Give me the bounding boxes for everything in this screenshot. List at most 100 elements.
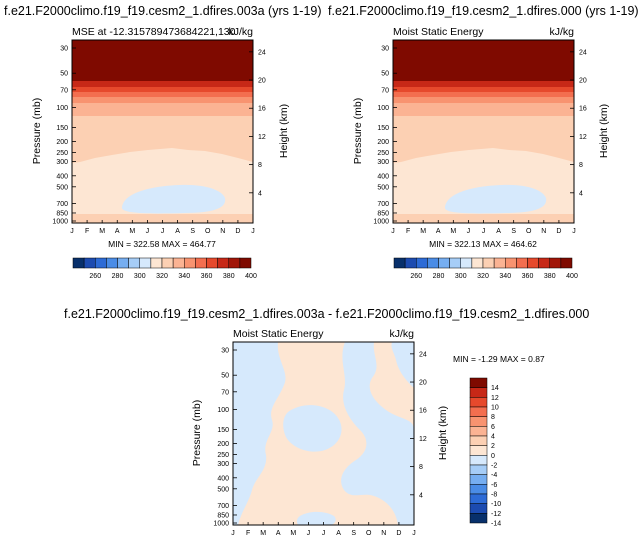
panel-b-field (393, 40, 574, 223)
panel-c-pressure-label: 400 (217, 475, 229, 482)
panel-a-colorbar-label: 400 (245, 273, 257, 280)
panel-a-pressure-label: 850 (56, 210, 68, 217)
panel-b-colorbar-swatch (505, 257, 517, 269)
panel-a-pressure-label: 300 (56, 159, 68, 166)
band-7 (72, 86, 253, 92)
panel-c-colorbar-swatch (469, 484, 488, 495)
low-mse-blob (121, 184, 226, 214)
panel-c-colorbar-label: 14 (491, 385, 499, 392)
panel-a-colorbar-swatch (139, 257, 152, 269)
panel-a-colorbar-swatch (72, 257, 85, 269)
panel-c-pressure-label: 30 (221, 348, 229, 355)
panel-c-pressure-label: 70 (221, 389, 229, 396)
panel-c-colorbar-label: -8 (491, 492, 497, 499)
panel-a-pressure-label: 30 (60, 46, 68, 53)
panel-a-pressure-label: 150 (56, 125, 68, 132)
band-mid-light (72, 115, 253, 163)
panel-a-ylabel-right: Height (km) (278, 104, 290, 158)
panel-c-pressure-label: 1000 (213, 521, 229, 528)
panel-b-colorbar-swatch (449, 257, 461, 269)
panel-c-subtitle-right: kJ/kg (389, 328, 414, 340)
panel-b-month-label: A (436, 228, 441, 235)
panel-c-colorbar-swatch (469, 397, 488, 408)
panel-b-pressure-label: 700 (377, 201, 389, 208)
panel-b-pressure-label: 250 (377, 150, 389, 157)
panel-b-height-label: 20 (579, 78, 587, 85)
panel-a-field (72, 40, 253, 223)
panel-b-colorbar-label: 320 (477, 273, 489, 280)
panel-b-colorbar-swatch (493, 257, 506, 269)
panel-a-pressure-label: 400 (56, 173, 68, 180)
panel-c-pressure-label: 150 (217, 427, 229, 434)
panel-a-colorbar-swatch (95, 257, 107, 269)
panel-c-height-label: 20 (419, 380, 427, 387)
band-5 (393, 96, 574, 103)
panel-a-height-label: 24 (258, 49, 266, 56)
band-mid-light (393, 115, 574, 163)
panel-b-height-label: 8 (579, 162, 583, 169)
panel-a-pressure-label: 1000 (52, 219, 68, 226)
panel-b-subtitle-right: kJ/kg (549, 26, 574, 38)
panel-b-pressure-label: 200 (377, 139, 389, 146)
panel-b-colorbar-swatch (416, 257, 428, 269)
panel-b-colorbar-swatch (460, 257, 473, 269)
band-8 (72, 80, 253, 87)
panel-c-month-label: O (366, 530, 372, 537)
panel-c-month-label: A (336, 530, 341, 537)
panel-c-month-label: S (351, 530, 356, 537)
panel-a-colorbar-label: 380 (223, 273, 235, 280)
panel-c-colorbar-swatch (469, 455, 488, 466)
panel-c-colorbar-label: 6 (491, 424, 495, 431)
panel-a-pressure-label: 50 (60, 71, 68, 78)
panel-c-month-label: J (307, 530, 311, 537)
diff-negative-region-ne (391, 342, 414, 388)
panel-b-month-label: A (496, 228, 501, 235)
panel-c: f.e21.F2000climo.f19_f19.cesm2_1.dfires.… (64, 307, 589, 537)
panel-a-colorbar-swatch (83, 257, 96, 269)
panel-a-axes: J F M A M J J A S O N D J 30 50 70 100 150 200 250 300 400 500… (52, 46, 265, 236)
panel-a-month-label: J (251, 228, 255, 235)
band-6 (393, 91, 574, 97)
panel-c-month-label: N (381, 530, 386, 537)
panel-a-colorbar-label: 260 (89, 273, 101, 280)
panel-b-month-label: D (556, 228, 561, 235)
panel-a-height-label: 20 (258, 78, 266, 85)
diff-negative-region-west (233, 342, 286, 525)
panel-c-field (233, 342, 414, 525)
panel-c-colorbar: 14 12 10 8 6 4 2 0 -2 -4 -6 -8 -10 -12 -14 (469, 377, 501, 528)
panel-c-pressure-label: 50 (221, 373, 229, 380)
panel-a-month-label: M (99, 228, 105, 235)
panel-a-ylabel: Pressure (mb) (31, 98, 43, 165)
panel-b-colorbar-swatch (516, 257, 528, 269)
panel-a-subtitle-right: kJ/kg (228, 26, 253, 38)
panel-c-stats: MIN = -1.29 MAX = 0.87 (453, 354, 545, 364)
panel-a-colorbar-swatch (117, 257, 129, 269)
panel-a-month-label: J (146, 228, 150, 235)
panel-a-colorbar-swatch (206, 257, 218, 269)
band-top (393, 40, 574, 81)
panel-b: f.e21.F2000climo.f19_f19.cesm2_1.dfires.… (328, 4, 639, 280)
panel-c-height-label: 16 (419, 408, 427, 415)
panel-c-pressure-label: 500 (217, 486, 229, 493)
panel-c-colorbar-swatch (469, 493, 488, 504)
panel-b-pressure-label: 150 (377, 125, 389, 132)
panel-c-height-label: 8 (419, 464, 423, 471)
diff-negative-region-east (341, 342, 414, 525)
panel-a-month-label: A (175, 228, 180, 235)
panel-a-month-label: F (85, 228, 89, 235)
panel-b-pressure-label: 70 (381, 87, 389, 94)
panel-c-pressure-label: 850 (217, 512, 229, 519)
panel-a-colorbar-swatch (228, 257, 241, 269)
panel-a-month-label: S (190, 228, 195, 235)
panel-b-height-label: 12 (579, 134, 587, 141)
band-top (72, 40, 253, 81)
panel-a-month-label: M (129, 228, 135, 235)
diff-negative-region-center (283, 405, 342, 452)
panel-a-height-label: 8 (258, 162, 262, 169)
panel-c-height-label: 4 (419, 492, 423, 499)
panel-b-pressure-label: 1000 (373, 219, 389, 226)
panel-c-colorbar-swatch (469, 377, 488, 388)
panel-a-colorbar-label: 340 (178, 273, 190, 280)
panel-b-colorbar-label: 340 (499, 273, 511, 280)
